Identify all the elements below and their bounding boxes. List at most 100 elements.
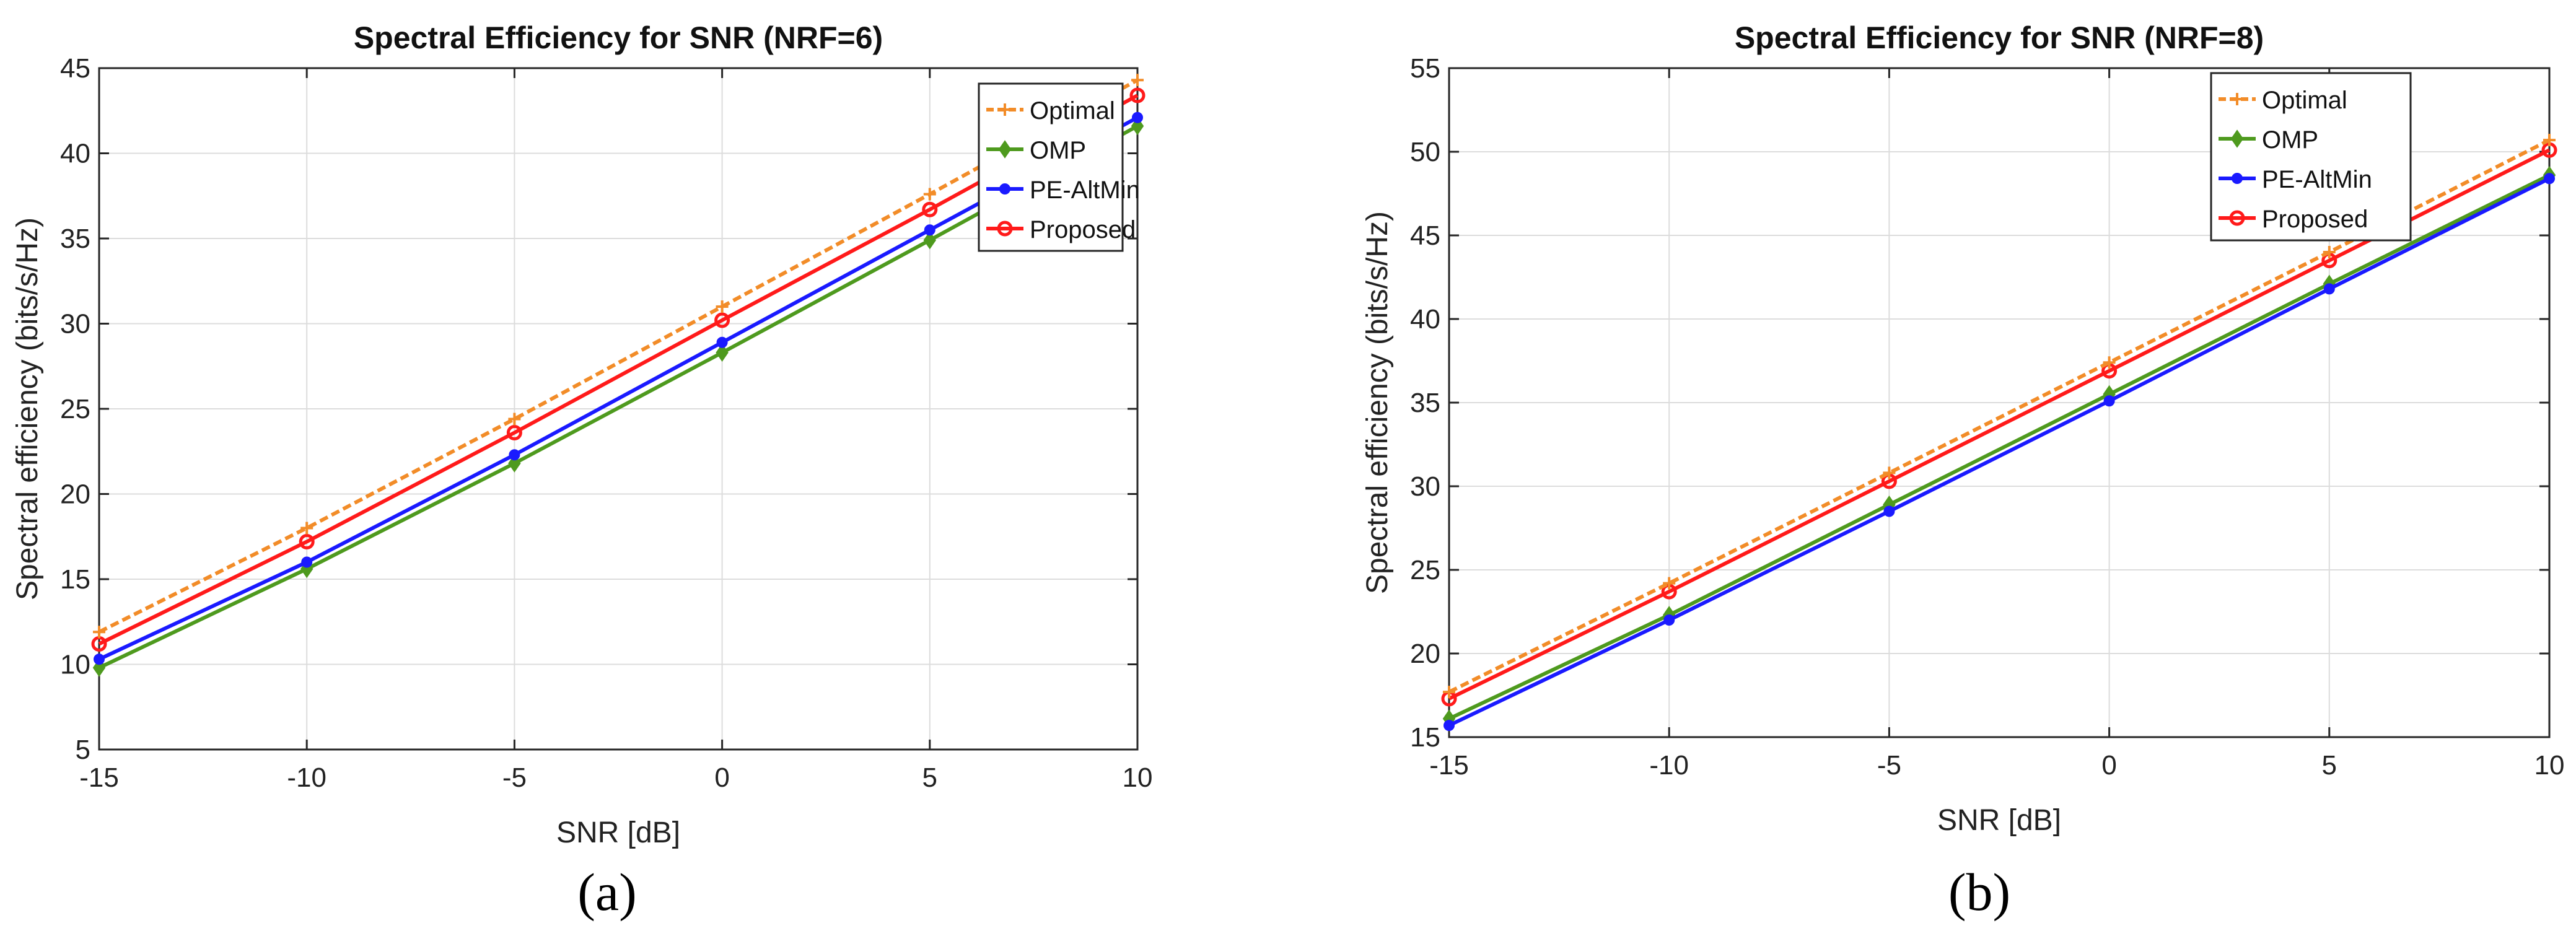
x-tick-label-a-0: -15 [79, 763, 119, 793]
caption-a-text: (a) [577, 862, 637, 922]
y-tick-label-b-2: 25 [1410, 555, 1440, 585]
series-a-pe-altmin [94, 111, 1143, 665]
y-axis-label-b: Spectral efficiency (bits/s/Hz) [1361, 211, 1394, 594]
point-a-optimal-4 [923, 188, 936, 201]
legend-marker-a-2 [999, 183, 1010, 195]
y-tick-label-a-4: 25 [60, 394, 90, 424]
series-line-a-omp [98, 124, 1139, 670]
x-tick-label-b-5: 10 [2534, 750, 2565, 780]
point-b-pe-altmin-2 [1883, 505, 1895, 517]
point-a-optimal-3 [716, 300, 729, 313]
x-tick-label-a-3: 0 [714, 763, 729, 793]
caption-a: (a) [545, 861, 669, 923]
x-tick-label-a-1: -10 [287, 763, 326, 793]
y-axis-label-a: Spectral efficiency (bits/s/Hz) [11, 217, 44, 600]
legend-a: Optimal OMP PE-AltMin Proposed [978, 82, 1140, 252]
x-tick-label-a-2: -5 [502, 763, 527, 793]
y-tick-label-b-1: 20 [1410, 639, 1440, 669]
chart-a-svg: -15 -10 -5 0 5 10 5 10 15 20 25 30 35 40 45 Spectral Ef… [11, 20, 1152, 849]
point-a-pe-altmin-0 [94, 653, 105, 665]
y-tick-label-b-7: 50 [1410, 137, 1440, 167]
x-axis-label-b: SNR [dB] [1937, 804, 2061, 837]
point-a-pe-altmin-1 [301, 556, 313, 568]
point-b-pe-altmin-0 [1444, 720, 1455, 732]
caption-b-text: (b) [1948, 862, 2011, 922]
point-a-optimal-0 [93, 626, 105, 639]
x-tick-label-b-0: -15 [1429, 750, 1469, 780]
point-a-pe-altmin-4 [924, 224, 935, 236]
x-axis-label-a: SNR [dB] [556, 816, 680, 849]
legend-label-a-1: OMP [1030, 137, 1086, 164]
point-a-optimal-1 [300, 522, 313, 535]
legend-label-b-1: OMP [2262, 126, 2318, 154]
x-tick-label-b-3: 0 [2101, 750, 2116, 780]
legend-marker-a-0 [999, 103, 1011, 116]
x-tick-label-b-4: 5 [2322, 750, 2337, 780]
point-b-optimal-4 [2323, 246, 2336, 258]
legend-label-b-2: PE-AltMin [2262, 166, 2372, 193]
point-b-optimal-0 [1443, 686, 1455, 699]
chart-panel-b: -15 -10 -5 0 5 10 15 20 25 30 35 40 45 50 55 Spectral E… [1288, 0, 2576, 931]
point-a-optimal-2 [508, 413, 521, 426]
y-tick-label-a-7: 40 [60, 139, 90, 169]
legend-label-b-3: Proposed [2262, 206, 2368, 233]
legend-b: Optimal OMP PE-AltMin Proposed [2210, 72, 2412, 242]
point-a-proposed-2 [506, 425, 522, 440]
x-tick-label-a-4: 5 [922, 763, 937, 793]
y-tick-label-b-5: 40 [1410, 304, 1440, 334]
series-b-pe-altmin [1444, 173, 2555, 732]
point-b-optimal-2 [1883, 466, 1896, 479]
x-tick-label-b-1: -10 [1649, 750, 1689, 780]
y-tick-label-a-8: 45 [60, 53, 90, 84]
chart-b-svg: -15 -10 -5 0 5 10 15 20 25 30 35 40 45 50 55 Spectral E… [1361, 20, 2565, 837]
series-b-optimal [1443, 134, 2556, 699]
legend-marker-b-0 [2231, 93, 2243, 105]
legend-marker-b-3 [2229, 210, 2245, 226]
point-b-optimal-5 [2543, 134, 2556, 147]
y-tick-label-a-6: 35 [60, 224, 90, 254]
x-tick-label-b-2: -5 [1877, 750, 1901, 780]
point-a-pe-altmin-2 [509, 449, 520, 461]
series-line-b-proposed [1448, 148, 2551, 701]
point-b-pe-altmin-4 [2323, 283, 2335, 295]
series-line-a-pe-altmin [98, 116, 1139, 661]
y-tick-label-b-3: 30 [1410, 471, 1440, 502]
series-line-a-proposed [98, 94, 1139, 646]
point-a-proposed-5 [1129, 87, 1146, 103]
point-b-pe-altmin-5 [2544, 173, 2555, 185]
chart-title-a: Spectral Efficiency for SNR (NRF=6) [354, 20, 883, 55]
y-tick-label-a-2: 15 [60, 564, 90, 595]
series-line-b-pe-altmin [1448, 177, 2551, 727]
point-b-optimal-3 [2103, 356, 2116, 369]
legend-marker-b-2 [2232, 173, 2243, 184]
point-a-proposed-4 [922, 201, 938, 217]
legend-marker-b-1 [2230, 129, 2244, 148]
legend-label-a-2: PE-AltMin [1030, 177, 1140, 204]
legend-label-a-3: Proposed [1030, 216, 1136, 243]
point-a-proposed-1 [299, 534, 315, 549]
legend-marker-a-3 [997, 221, 1013, 237]
series-line-a-optimal [98, 78, 1139, 634]
legend-label-a-0: Optimal [1030, 97, 1115, 125]
point-a-omp-3 [716, 343, 729, 362]
y-tick-label-b-6: 45 [1410, 221, 1440, 251]
caption-b: (b) [1917, 861, 2041, 923]
point-a-pe-altmin-5 [1132, 111, 1143, 123]
series-a-optimal [93, 74, 1144, 639]
point-a-optimal-5 [1131, 74, 1144, 87]
legend-label-b-0: Optimal [2262, 87, 2347, 114]
series-line-b-optimal [1448, 138, 2551, 694]
y-tick-label-b-4: 35 [1410, 388, 1440, 418]
y-tick-label-a-5: 30 [60, 309, 90, 339]
point-b-pe-altmin-1 [1663, 614, 1675, 626]
point-b-pe-altmin-3 [2103, 395, 2115, 407]
chart-panel-a: -15 -10 -5 0 5 10 5 10 15 20 25 30 35 40 45 Spectral Ef… [11, 20, 1152, 923]
y-tick-label-b-8: 55 [1410, 53, 1440, 84]
point-b-optimal-1 [1663, 577, 1676, 590]
point-a-omp-4 [923, 230, 937, 250]
series-a-proposed [91, 87, 1146, 652]
y-tick-label-a-1: 10 [60, 650, 90, 680]
point-a-proposed-3 [714, 312, 730, 328]
legend-marker-a-1 [998, 140, 1012, 159]
y-tick-label-a-3: 20 [60, 479, 90, 510]
